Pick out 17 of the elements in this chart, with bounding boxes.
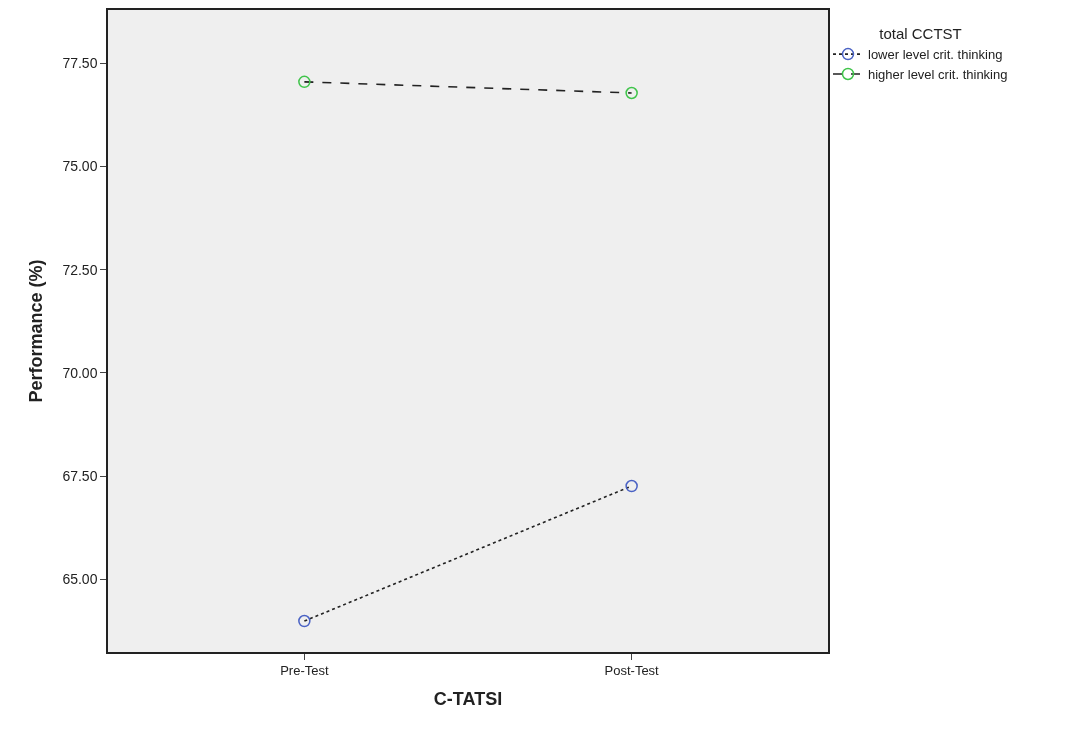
- y-tick-label: 72.50: [62, 261, 98, 278]
- x-tick-label: Post-Test: [604, 663, 660, 679]
- x-tick-label: Pre-Test: [280, 663, 329, 679]
- y-tick-label: 70.00: [62, 364, 98, 381]
- point: [625, 479, 638, 493]
- y-tick-label: 77.50: [62, 55, 98, 72]
- y-tick-label: 67.50: [62, 468, 98, 485]
- legend-title: total CCTST: [879, 25, 962, 43]
- y-tick-label: 65.00: [62, 571, 98, 588]
- point: [298, 614, 311, 628]
- y-axis-title: Performance (%): [26, 259, 47, 403]
- point: [298, 75, 311, 89]
- x-axis-title: C-TATSI: [433, 688, 503, 709]
- y-tick-label: 75.00: [62, 158, 98, 175]
- point: [625, 86, 638, 100]
- legend-label: higher level crit. thinking: [868, 67, 1008, 83]
- legend-label: lower level crit. thinking: [868, 47, 1003, 63]
